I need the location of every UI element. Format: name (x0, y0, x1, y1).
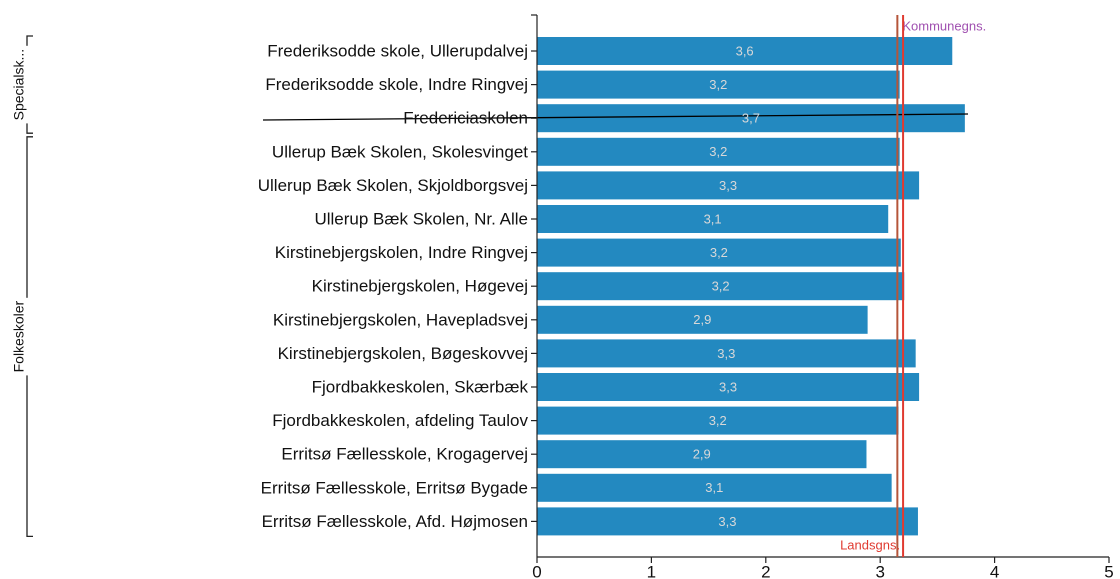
value-label: 3,2 (709, 413, 727, 428)
category-label: Ullerup Bæk Skolen, Skjoldborgsvej (258, 176, 528, 195)
category-label: Kirstinebjergskolen, Havepladsvej (273, 310, 528, 329)
category-label: Kirstinebjergskolen, Høgevej (312, 277, 528, 296)
category-label: Fredericiaskolen (403, 109, 528, 128)
category-label: Fjordbakkeskolen, afdeling Taulov (272, 411, 528, 430)
bar (537, 272, 905, 301)
group-label: Folkeskoler (11, 300, 27, 372)
bar (537, 70, 900, 99)
bar (537, 473, 892, 502)
value-label: 3,2 (709, 144, 727, 159)
x-tick-label: 5 (1104, 562, 1113, 579)
x-tick-label: 1 (647, 562, 656, 579)
bar (537, 373, 920, 401)
value-label: 2,9 (693, 312, 711, 327)
category-label: Erritsø Fællesskole, Afd. Højmosen (262, 512, 528, 531)
bar (537, 305, 868, 334)
value-label: 3,3 (717, 346, 735, 361)
bar (537, 37, 953, 65)
group-label-bg (20, 45, 34, 124)
category-label: Kirstinebjergskolen, Indre Ringvej (275, 243, 528, 262)
bar (537, 339, 916, 368)
value-label: 3,3 (719, 178, 737, 193)
value-label: 3,1 (704, 211, 722, 226)
category-label: Ullerup Bæk Skolen, Skolesvinget (272, 142, 528, 161)
value-label: 3,3 (719, 379, 737, 394)
bar (537, 171, 920, 200)
reference-label: Kommunegns. (902, 18, 986, 33)
x-tick-label: 4 (990, 562, 999, 579)
value-label: 2,9 (693, 447, 711, 462)
category-label: Kirstinebjergskolen, Bøgeskovvej (278, 344, 528, 363)
bar (537, 137, 900, 166)
bar (537, 238, 901, 267)
reference-label: Landsgns. (840, 537, 900, 552)
bar (537, 440, 867, 469)
value-label: 3,7 (742, 111, 760, 126)
x-tick-label: 3 (875, 562, 884, 579)
x-tick-label: 2 (761, 562, 770, 579)
value-label: 3,2 (710, 245, 728, 260)
bar (537, 104, 965, 133)
category-label: Frederiksodde skole, Indre Ringvej (265, 75, 528, 94)
category-label: Erritsø Fællesskole, Krogagervej (281, 445, 528, 464)
bar (537, 507, 918, 536)
x-tick-label: 0 (532, 562, 541, 579)
bar (537, 205, 889, 233)
group-label-bg (20, 297, 34, 376)
bar (537, 406, 899, 435)
value-label: 3,3 (718, 514, 736, 529)
value-label: 3,2 (709, 77, 727, 92)
category-label: Frederiksodde skole, Ullerupdalvej (267, 41, 528, 60)
value-label: 3,2 (712, 279, 730, 294)
value-label: 3,1 (705, 480, 723, 495)
category-label: Ullerup Bæk Skolen, Nr. Alle (314, 209, 528, 228)
value-label: 3,6 (736, 43, 754, 58)
strike-line (262, 113, 969, 121)
category-label: Erritsø Fællesskole, Erritsø Bygade (261, 478, 528, 497)
group-label: Specialsk... (11, 49, 27, 121)
category-label: Fjordbakkeskolen, Skærbæk (312, 377, 529, 396)
